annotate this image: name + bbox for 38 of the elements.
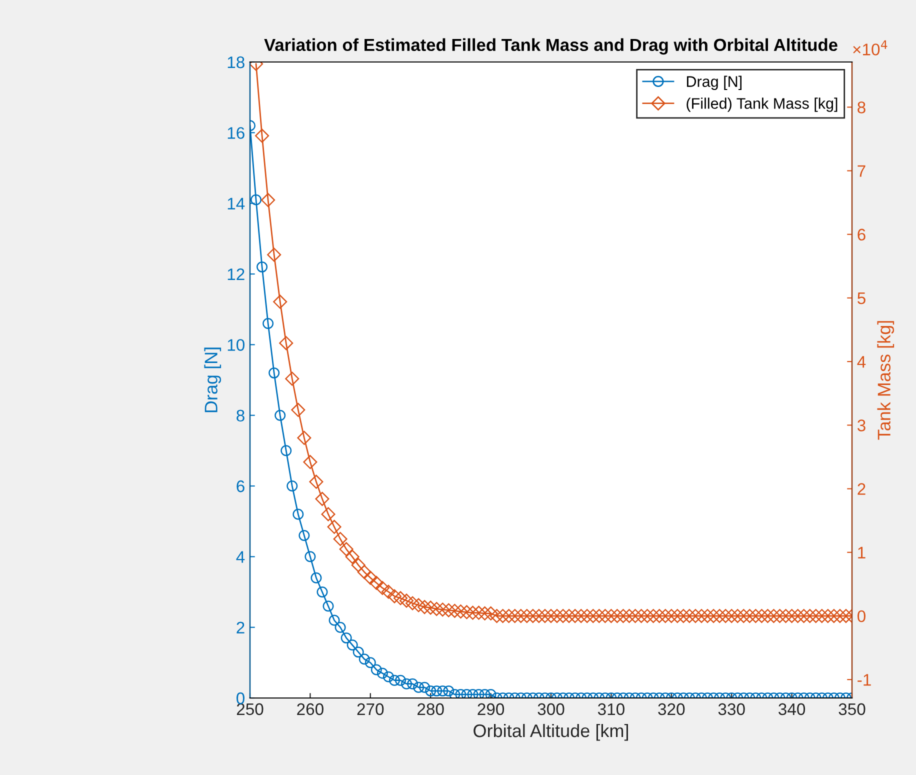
y-tick-label: 6 xyxy=(236,480,244,492)
y-tick-label: 12 xyxy=(228,268,244,280)
x-tick-label: 310 xyxy=(598,703,624,716)
y-tick-label: 16 xyxy=(228,127,244,139)
y2-tick-label: 4 xyxy=(857,356,866,368)
x-tick-label: 250 xyxy=(236,703,264,716)
chart-title: Variation of Estimated Filled Tank Mass and Drag with Orbital Altitude xyxy=(264,38,838,55)
y-tick-label: 18 xyxy=(228,56,244,68)
legend-label: Drag [N] xyxy=(686,76,742,90)
y-tick-label: 2 xyxy=(236,622,244,634)
x-tick-label: 270 xyxy=(357,703,384,716)
y2-tick-label: 2 xyxy=(858,483,866,495)
x-tick-label: 290 xyxy=(478,703,504,716)
x-tick-label: 320 xyxy=(658,703,685,716)
y-tick-label: 8 xyxy=(236,410,244,422)
y2-tick-label: 0 xyxy=(858,610,866,622)
x-tick-label: 300 xyxy=(538,703,564,716)
x-axis-title: Orbital Altitude [km] xyxy=(474,724,628,741)
y2-axis-title: Tank Mass [kg] xyxy=(877,321,894,440)
y-axis-title: Drag [N] xyxy=(204,348,222,412)
x-tick-label: 280 xyxy=(418,703,444,716)
y-tick-label: 10 xyxy=(228,339,244,351)
y2-tick-label: 6 xyxy=(858,228,866,241)
x-tick-label: 340 xyxy=(778,703,806,716)
y2-tick-label: 3 xyxy=(857,420,866,432)
y2-tick-label: 5 xyxy=(858,292,866,304)
y2-tick-label: 8 xyxy=(858,102,866,114)
x-tick-label: 330 xyxy=(718,703,745,716)
legend-label: (Filled) Tank Mass [kg] xyxy=(686,98,838,112)
y-tick-label: 0 xyxy=(236,692,244,704)
y2-tick-label: 7 xyxy=(858,165,866,177)
y2-tick-label: 1 xyxy=(858,546,866,558)
text: ×10$^{4}$ xyxy=(853,40,888,56)
x-tick-label: 260 xyxy=(297,703,324,716)
y-tick-label: 4 xyxy=(236,551,245,563)
y2-tick-label: -1 xyxy=(858,674,871,686)
y-tick-label: 14 xyxy=(228,198,245,210)
x-tick-label: 350 xyxy=(838,703,866,716)
